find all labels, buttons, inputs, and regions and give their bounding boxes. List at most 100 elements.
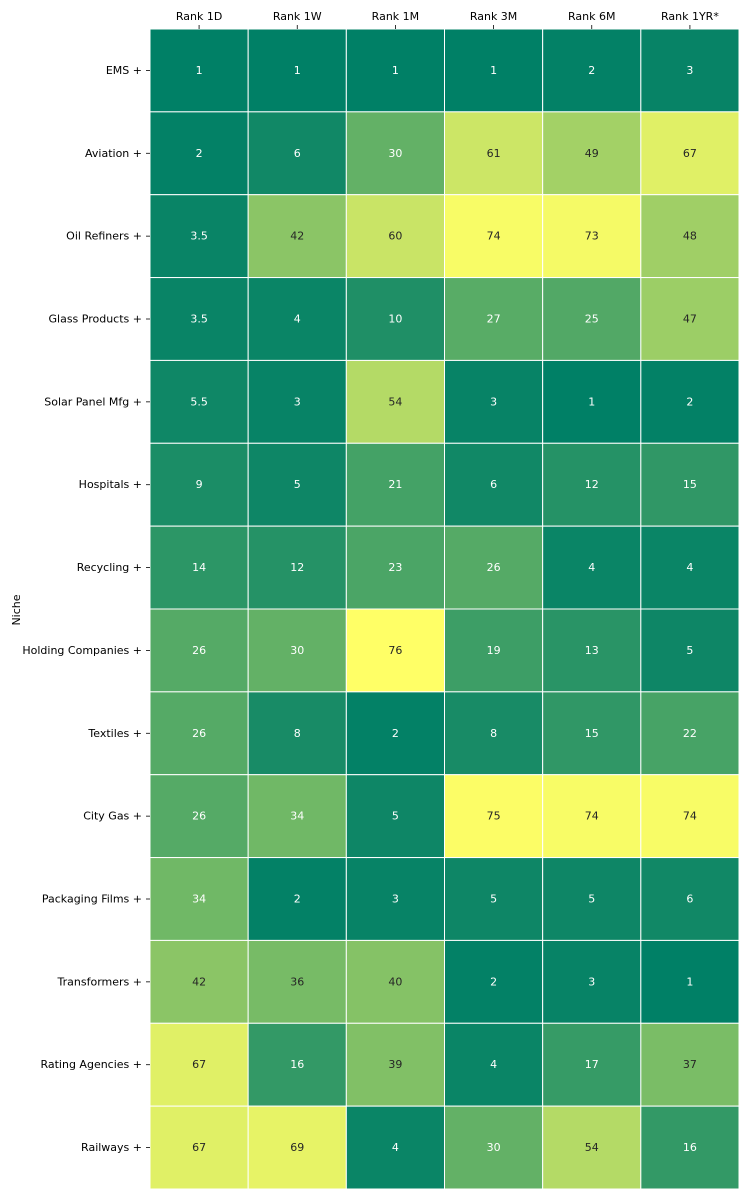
cell-value-label: 69 [290,1141,304,1154]
heatmap-cell [345,525,446,610]
cell-value-label: 5 [686,644,693,657]
cell-value-label: 2 [686,395,693,408]
row-label-rating-agencies: Rating Agencies + [40,1058,142,1071]
cell-value-label: 16 [683,1141,697,1154]
heatmap-cell [247,194,347,279]
heatmap-cell [640,939,740,1024]
cell-value-label: 5 [490,893,497,906]
cell-value-label: 27 [487,313,501,326]
y-axis-label: Niche [10,594,23,625]
row-label-city-gas: City Gas + [83,810,142,823]
cell-value-label: 76 [388,644,402,657]
cell-value-label: 19 [487,644,501,657]
heatmap-cell [542,28,642,113]
heatmap-cell [640,857,740,941]
cell-value-label: 67 [192,1058,206,1071]
heatmap-cell [542,277,642,361]
row-label-solar-panel-mfg: Solar Panel Mfg + [44,395,142,408]
cell-value-label: 3 [294,395,301,408]
heatmap-cell [247,774,347,859]
cell-value-label: 3 [686,64,693,77]
cell-value-label: 15 [585,727,599,740]
cell-value-label: 67 [192,1141,206,1154]
cell-value-label: 1 [588,395,595,408]
heatmap-cell [444,277,544,361]
heatmap-cell [247,691,347,776]
cell-value-label: 49 [585,147,599,160]
heatmap-cell [149,939,249,1024]
cell-value-label: 26 [192,644,206,657]
cell-value-label: 4 [686,561,693,574]
heatmap-cell [542,442,642,527]
heatmap-cell [345,939,446,1024]
cell-value-label: 3 [392,893,399,906]
column-label-rank-1d: Rank 1D [176,10,222,23]
cell-value-label: 12 [585,478,599,491]
cell-value-label: 23 [388,561,402,574]
row-label-transformers: Transformers + [57,975,142,988]
heatmap-cell [345,608,446,693]
heatmap-cell [247,277,347,361]
cell-value-label: 37 [683,1058,697,1071]
cell-value-label: 4 [392,1141,399,1154]
heatmap-cell [542,608,642,693]
heatmap-cell [149,277,249,361]
cell-value-label: 14 [192,561,206,574]
heatmap-cell [345,691,446,776]
row-label-recycling: Recycling + [77,561,142,574]
cell-value-label: 12 [290,561,304,574]
column-labels: Rank 1D Rank 1W Rank 1M Rank 3M Rank 6M Rank … [176,10,719,29]
row-label-oil-refiners: Oil Refiners + [66,230,142,243]
heatmap-cell [640,111,740,196]
cell-value-label: 2 [588,64,595,77]
heatmap-cell [444,1022,544,1107]
cell-value-label: 40 [388,975,402,988]
heatmap-cell [345,1105,446,1190]
cell-value-label: 34 [192,893,206,906]
cell-value-label: 3 [588,975,595,988]
cell-value-label: 5.5 [190,395,208,408]
cell-value-label: 30 [388,147,402,160]
cell-value-label: 39 [388,1058,402,1071]
cell-value-label: 8 [490,727,497,740]
heatmap-cell [345,359,446,444]
column-label-rank-6m: Rank 6M [568,10,615,23]
heatmap-cell [640,525,740,610]
heatmap-cell [149,359,249,444]
cell-value-label: 10 [388,313,402,326]
row-label-packaging-films: Packaging Films + [42,893,142,906]
row-label-hospitals: Hospitals + [79,478,142,491]
cell-value-label: 17 [585,1058,599,1071]
cell-value-label: 61 [487,147,501,160]
heatmap-cell [149,857,249,941]
cell-value-label: 3 [490,395,497,408]
cell-value-label: 1 [686,975,693,988]
heatmap-cell [542,194,642,279]
heatmap-cell [640,194,740,279]
heatmap-cell [149,774,249,859]
cell-value-label: 5 [392,810,399,823]
heatmap-cell [247,525,347,610]
cell-value-label: 36 [290,975,304,988]
heatmap-cell [345,774,446,859]
row-label-holding-companies: Holding Companies + [22,644,142,657]
cell-value-label: 75 [487,810,501,823]
cell-value-label: 9 [196,478,203,491]
cell-value-label: 54 [388,395,402,408]
cell-value-label: 15 [683,478,697,491]
cell-value-label: 42 [290,230,304,243]
cell-value-label: 4 [588,561,595,574]
heatmap-cell [149,28,249,113]
heatmap-cell [345,1022,446,1107]
cell-value-label: 6 [686,893,693,906]
heatmap-cell [542,1022,642,1107]
heatmap-cell [542,1105,642,1190]
heatmap-cell [149,608,249,693]
heatmap-cell [542,359,642,444]
cell-value-label: 47 [683,313,697,326]
heatmap-cell [640,608,740,693]
heatmap-cell [149,1022,249,1107]
cell-value-label: 1 [392,64,399,77]
cell-value-label: 2 [392,727,399,740]
